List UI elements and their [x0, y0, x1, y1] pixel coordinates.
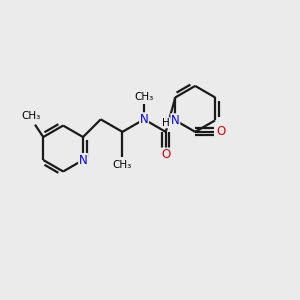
Text: CH₃: CH₃	[134, 92, 154, 102]
Text: CH₃: CH₃	[113, 160, 132, 170]
Text: O: O	[216, 125, 225, 138]
Text: N: N	[79, 154, 87, 166]
Text: N: N	[171, 114, 180, 127]
Text: N: N	[140, 113, 148, 126]
Text: H: H	[162, 118, 170, 128]
Text: O: O	[161, 148, 170, 161]
Text: CH₃: CH₃	[22, 111, 41, 122]
